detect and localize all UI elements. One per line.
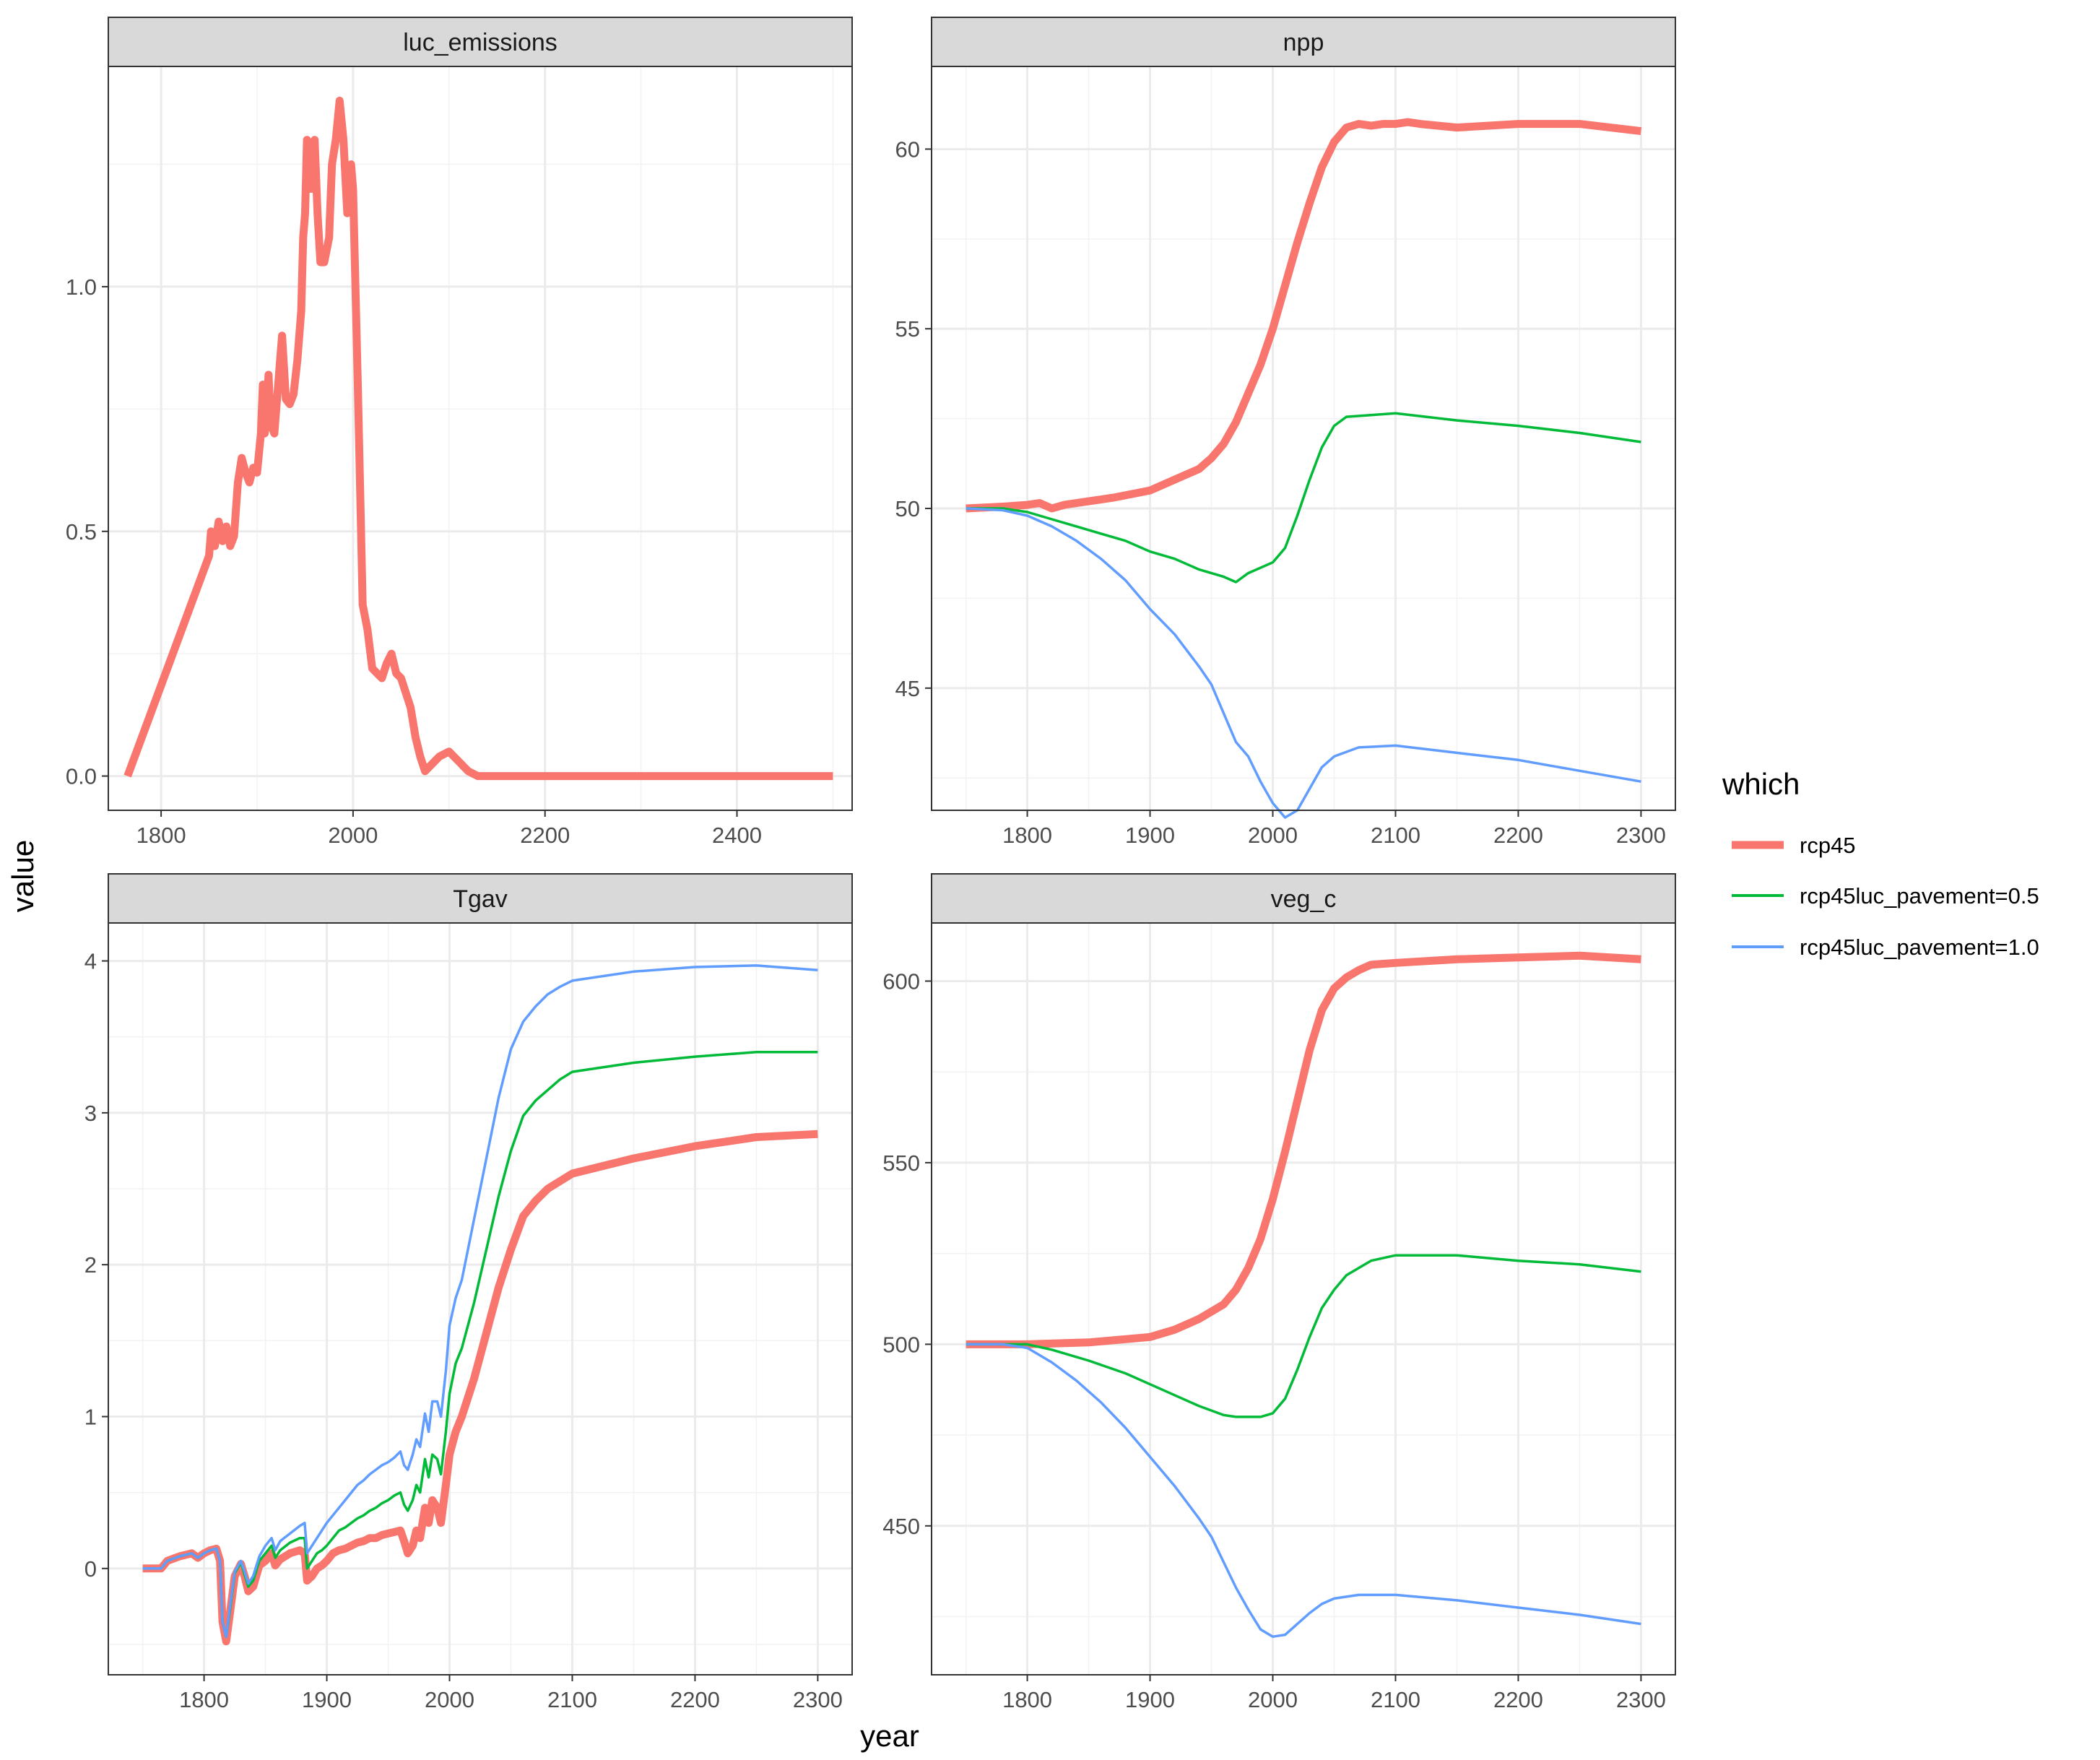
x-tick-label-npp: 2000 [1248,823,1298,848]
panel-Tgav: Tgav 1800 1900 2000 2100 2200 2300 0 1 2 3 4 [84,873,853,1712]
y-tick-label-Tgav: 2 [84,1252,97,1278]
y-tick-label-Tgav: 3 [84,1101,97,1126]
panel-veg_c: veg_c 1800 1900 2000 2100 2200 2300 450 500 550 60… [882,873,1676,1712]
y-tick-label-Tgav: 0 [84,1556,97,1582]
series-line-veg_c-rcp45 [966,951,1641,1348]
y-tick-label-npp: 45 [895,676,920,701]
facet-panels: luc_emissions 1800 2000 2200 2400 0.0 0.5 1.0 np… [66,17,1676,1712]
strip-Tgav [108,873,853,924]
y-axis-title: value [6,840,40,912]
strip-label-veg_c: veg_c [1271,885,1337,913]
strip-label-npp: npp [1283,29,1324,56]
y-tick-label-veg_c: 600 [882,968,920,994]
series-line-npp-rcp45luc_pavement=0.5 [966,412,1641,584]
panel-border-Tgav [108,922,853,1676]
x-tick-label-luc_emissions: 2000 [328,823,378,848]
legend-label-rcp45: rcp45 [1800,833,1856,858]
x-tick-label-veg_c: 2000 [1248,1687,1298,1712]
legend-label-pavement-1.0: rcp45luc_pavement=1.0 [1800,935,2039,960]
x-tick-label-Tgav: 1900 [302,1687,352,1712]
panel-npp: npp 1800 1900 2000 2100 2200 2300 45 50 55 60 [895,17,1676,848]
x-tick-label-Tgav: 2200 [670,1687,720,1712]
plot-area-veg_c [932,923,1675,1675]
y-tick-label-luc_emissions: 0.0 [66,764,97,789]
strip-npp [931,17,1676,67]
legend-label-pavement-0.5: rcp45luc_pavement=0.5 [1800,883,2039,909]
x-tick-label-luc_emissions: 2400 [712,823,762,848]
strip-veg_c [931,873,1676,924]
y-tick-label-luc_emissions: 1.0 [66,274,97,300]
x-tick-label-npp: 2300 [1616,823,1666,848]
x-axis-title: year [860,1719,919,1753]
strip-luc_emissions [108,17,853,67]
y-tick-label-npp: 60 [895,136,920,162]
y-tick-label-npp: 55 [895,316,920,342]
x-tick-label-Tgav: 2300 [793,1687,843,1712]
x-tick-label-Tgav: 1800 [179,1687,229,1712]
plot-area-Tgav [108,923,852,1675]
x-tick-label-npp: 2200 [1493,823,1543,848]
x-tick-label-npp: 2100 [1371,823,1420,848]
x-tick-label-luc_emissions: 1800 [136,823,186,848]
x-tick-label-npp: 1900 [1125,823,1175,848]
series-line-npp-rcp45 [966,118,1642,513]
x-tick-label-Tgav: 2000 [425,1687,474,1712]
x-tick-label-veg_c: 2100 [1371,1687,1420,1712]
panel-border-veg_c [931,922,1676,1676]
panel-border-npp [931,66,1676,811]
y-tick-label-npp: 50 [895,496,920,521]
panel-border-luc_emissions [108,66,853,811]
y-tick-label-veg_c: 450 [882,1514,920,1539]
series-line-veg_c-rcp45luc_pavement=1.0 [966,1343,1641,1638]
plot-area-luc_emissions [108,66,852,810]
series-line-Tgav-rcp45luc_pavement=1.0 [142,964,818,1639]
series-line-luc_emissions-rcp45 [123,96,833,781]
series-line-npp-rcp45luc_pavement=1.0 [966,507,1641,819]
strip-label-luc_emissions: luc_emissions [403,29,557,56]
plot-area-npp [932,66,1675,810]
x-tick-label-Tgav: 2100 [547,1687,597,1712]
series-line-veg_c-rcp45luc_pavement=0.5 [966,1254,1641,1418]
strip-label-Tgav: Tgav [453,885,508,913]
x-tick-label-veg_c: 1900 [1125,1687,1175,1712]
x-tick-label-luc_emissions: 2200 [520,823,570,848]
y-tick-label-veg_c: 550 [882,1150,920,1176]
legend-title: which [1722,767,1800,801]
x-tick-label-npp: 1800 [1002,823,1052,848]
x-tick-label-veg_c: 1800 [1002,1687,1052,1712]
y-tick-label-Tgav: 1 [84,1404,97,1429]
legend: which rcp45 rcp45luc_pavement=0.5 rcp45l… [1722,767,2039,960]
y-tick-label-Tgav: 4 [84,949,97,974]
panel-luc_emissions: luc_emissions 1800 2000 2200 2400 0.0 0.5 1.0 [66,17,853,848]
x-tick-label-veg_c: 2300 [1616,1687,1666,1712]
x-tick-label-veg_c: 2200 [1493,1687,1543,1712]
y-tick-label-luc_emissions: 0.5 [66,519,97,545]
y-tick-label-veg_c: 500 [882,1332,920,1357]
